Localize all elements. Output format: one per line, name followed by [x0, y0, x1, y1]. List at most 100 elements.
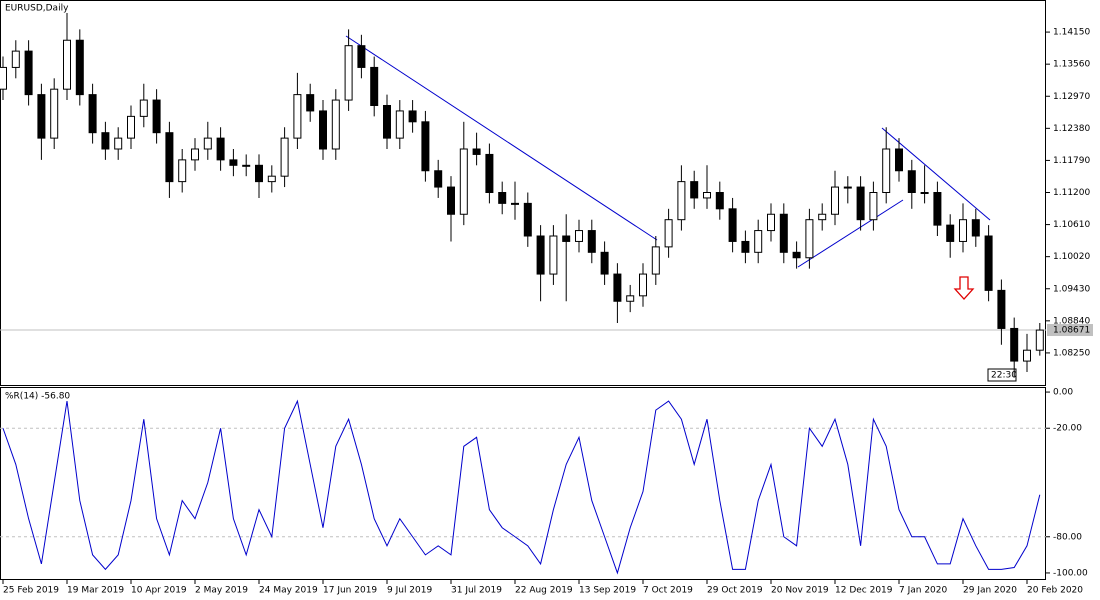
candle-body: [319, 110, 327, 150]
candle-body: [63, 39, 71, 90]
candle-body: [1035, 329, 1044, 351]
y-tick-label: 1.14150: [1053, 28, 1090, 38]
candle-body: [690, 181, 699, 199]
candle-body: [600, 251, 609, 275]
x-tick-label: 31 Jul 2019: [451, 586, 502, 596]
x-tick-label: 7 Jan 2020: [899, 586, 947, 596]
y-tick-label: 1.12970: [1053, 92, 1090, 102]
candle-body: [447, 186, 455, 215]
candle-body: [959, 219, 967, 242]
time-label: 22:30: [991, 371, 1017, 381]
candle-body: [997, 289, 1006, 329]
candle-body: [639, 273, 647, 297]
candle-body: [511, 202, 519, 205]
candle-body: [920, 192, 929, 194]
indicator-panel: [0, 387, 1046, 580]
candle-body: [562, 235, 571, 242]
trendlines: [345, 35, 991, 268]
candle-body: [408, 110, 417, 123]
x-tick-label: 29 Jan 2020: [963, 586, 1017, 596]
candle-body: [395, 110, 404, 139]
trendline: [797, 199, 904, 268]
y-tick-label: 1.08840: [1053, 316, 1090, 326]
y-tick-label: 1.10020: [1053, 252, 1090, 262]
candle-body: [11, 50, 20, 68]
candle-body: [728, 208, 737, 242]
candle-body: [114, 137, 123, 150]
x-tick-label: 13 Sep 2019: [579, 586, 636, 596]
candle-body: [152, 99, 161, 134]
candle-body: [24, 50, 33, 96]
candle-body: [626, 295, 635, 302]
x-tick-label: 20 Nov 2019: [771, 586, 829, 596]
time-box: [987, 368, 1017, 382]
candle-body: [293, 94, 302, 139]
candle-body: [946, 224, 955, 242]
x-tick-label: 2 May 2019: [195, 586, 248, 596]
x-tick-label: 7 Oct 2019: [643, 586, 693, 596]
candle-body: [767, 213, 775, 232]
candle-body: [255, 164, 263, 183]
candle-body: [779, 213, 788, 253]
candle-body: [831, 186, 839, 215]
candle-body: [306, 94, 315, 112]
candle-body: [216, 137, 225, 161]
candle-body: [127, 115, 135, 139]
x-tick-label: 22 Aug 2019: [515, 586, 573, 596]
candle-body: [549, 235, 558, 275]
candle-body: [242, 164, 251, 167]
candle-body: [703, 192, 711, 199]
candle-body: [203, 137, 212, 150]
candle-body: [101, 132, 110, 150]
candle-body: [651, 246, 660, 275]
candle-body: [575, 230, 583, 242]
last-price-box: [1047, 324, 1093, 337]
y-tick-label: -100.00: [1053, 568, 1088, 578]
y-tick-label: 1.13560: [1053, 60, 1090, 70]
x-tick-label: 20 Feb 2020: [1027, 586, 1083, 596]
x-tick-label: 12 Dec 2019: [835, 586, 893, 596]
candle-body: [357, 45, 366, 68]
candle-body: [792, 251, 801, 259]
x-tick-label: 17 Jun 2019: [323, 586, 377, 596]
candle-body: [869, 192, 878, 221]
candle-body: [895, 148, 903, 172]
candle-body: [856, 186, 865, 221]
candle-body: [754, 230, 763, 253]
price-panel: [0, 0, 1046, 386]
candle-body: [805, 219, 814, 259]
candle-body: [459, 148, 468, 215]
x-tick-label: 9 Jul 2019: [387, 586, 432, 596]
y-tick-label: 1.09430: [1053, 284, 1090, 294]
indicator-line: [2, 399, 1041, 575]
candle-body: [75, 39, 84, 96]
candle-body: [434, 170, 443, 188]
y-tick-label: 1.12380: [1053, 124, 1090, 134]
candle-body: [1023, 349, 1031, 362]
candle-body: [370, 66, 379, 106]
x-tick-label: 24 May 2019: [259, 586, 318, 596]
last-price-label: 1.08671: [1053, 326, 1090, 336]
candle-body: [178, 159, 187, 183]
y-tick-label: 0.00: [1053, 388, 1073, 398]
candle-body: [88, 94, 97, 134]
candle-body: [882, 148, 891, 194]
indicator-title: %R(14) -56.80: [5, 392, 70, 402]
candle-body: [485, 153, 494, 193]
candle-body: [344, 45, 353, 101]
candle-body: [1010, 327, 1019, 362]
candle-body: [907, 170, 916, 193]
trendline: [881, 127, 991, 221]
candle-body: [715, 192, 724, 210]
candle-body: [165, 132, 174, 183]
candle-body: [971, 219, 980, 237]
candle-body: [280, 137, 289, 177]
sell-arrow: [953, 276, 975, 300]
candle-body: [933, 192, 942, 226]
candle-body: [50, 88, 59, 139]
candle-body: [472, 148, 481, 155]
candle-body: [383, 104, 391, 139]
candle-body: [498, 192, 507, 204]
candle-body: [741, 240, 750, 253]
candle-body: [843, 186, 852, 189]
